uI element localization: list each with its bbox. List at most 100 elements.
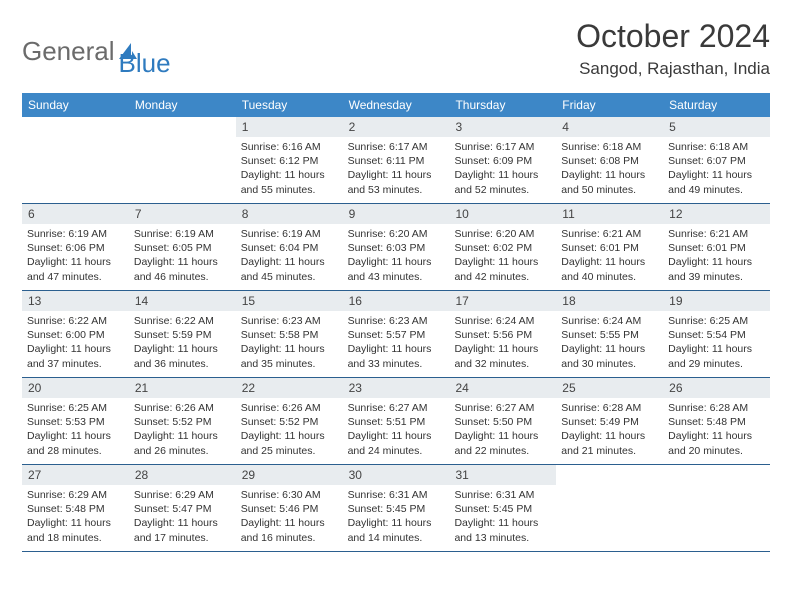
day-body: Sunrise: 6:25 AMSunset: 5:54 PMDaylight:… [663, 311, 770, 377]
day-body: Sunrise: 6:19 AMSunset: 6:05 PMDaylight:… [129, 224, 236, 290]
sunset-text: Sunset: 5:56 PM [454, 328, 551, 342]
day-number: 23 [343, 378, 450, 398]
day-body: Sunrise: 6:23 AMSunset: 5:58 PMDaylight:… [236, 311, 343, 377]
day-body: Sunrise: 6:22 AMSunset: 5:59 PMDaylight:… [129, 311, 236, 377]
day-cell: 4Sunrise: 6:18 AMSunset: 6:08 PMDaylight… [556, 117, 663, 203]
day-cell: 15Sunrise: 6:23 AMSunset: 5:58 PMDayligh… [236, 291, 343, 377]
sunrise-text: Sunrise: 6:24 AM [561, 314, 658, 328]
daylight-text: Daylight: 11 hours and 50 minutes. [561, 168, 658, 196]
day-cell: 14Sunrise: 6:22 AMSunset: 5:59 PMDayligh… [129, 291, 236, 377]
day-cell: 10Sunrise: 6:20 AMSunset: 6:02 PMDayligh… [449, 204, 556, 290]
sunrise-text: Sunrise: 6:31 AM [454, 488, 551, 502]
sunrise-text: Sunrise: 6:19 AM [241, 227, 338, 241]
sunrise-text: Sunrise: 6:18 AM [561, 140, 658, 154]
sunset-text: Sunset: 5:59 PM [134, 328, 231, 342]
daylight-text: Daylight: 11 hours and 37 minutes. [27, 342, 124, 370]
sunset-text: Sunset: 6:05 PM [134, 241, 231, 255]
sunset-text: Sunset: 6:03 PM [348, 241, 445, 255]
day-body: Sunrise: 6:30 AMSunset: 5:46 PMDaylight:… [236, 485, 343, 551]
sunrise-text: Sunrise: 6:23 AM [348, 314, 445, 328]
location: Sangod, Rajasthan, India [576, 59, 770, 79]
sunset-text: Sunset: 5:54 PM [668, 328, 765, 342]
sunset-text: Sunset: 6:02 PM [454, 241, 551, 255]
sunset-text: Sunset: 5:55 PM [561, 328, 658, 342]
day-body: Sunrise: 6:19 AMSunset: 6:04 PMDaylight:… [236, 224, 343, 290]
day-number: 27 [22, 465, 129, 485]
header: General Blue October 2024 Sangod, Rajast… [22, 18, 770, 79]
day-body: Sunrise: 6:23 AMSunset: 5:57 PMDaylight:… [343, 311, 450, 377]
sunrise-text: Sunrise: 6:22 AM [134, 314, 231, 328]
daylight-text: Daylight: 11 hours and 26 minutes. [134, 429, 231, 457]
day-cell: 31Sunrise: 6:31 AMSunset: 5:45 PMDayligh… [449, 465, 556, 551]
day-body: Sunrise: 6:20 AMSunset: 6:02 PMDaylight:… [449, 224, 556, 290]
sunset-text: Sunset: 5:58 PM [241, 328, 338, 342]
sunset-text: Sunset: 6:07 PM [668, 154, 765, 168]
day-cell: 20Sunrise: 6:25 AMSunset: 5:53 PMDayligh… [22, 378, 129, 464]
sunset-text: Sunset: 6:06 PM [27, 241, 124, 255]
sunset-text: Sunset: 6:01 PM [561, 241, 658, 255]
day-cell: 29Sunrise: 6:30 AMSunset: 5:46 PMDayligh… [236, 465, 343, 551]
day-cell: 1Sunrise: 6:16 AMSunset: 6:12 PMDaylight… [236, 117, 343, 203]
month-title: October 2024 [576, 18, 770, 55]
sunset-text: Sunset: 5:48 PM [27, 502, 124, 516]
day-number: 3 [449, 117, 556, 137]
sunset-text: Sunset: 5:57 PM [348, 328, 445, 342]
sunset-text: Sunset: 6:11 PM [348, 154, 445, 168]
day-number: 14 [129, 291, 236, 311]
day-number: 26 [663, 378, 770, 398]
logo-gray-text: General [22, 36, 115, 67]
day-number: 12 [663, 204, 770, 224]
sunrise-text: Sunrise: 6:20 AM [454, 227, 551, 241]
day-number: 6 [22, 204, 129, 224]
sunset-text: Sunset: 5:52 PM [134, 415, 231, 429]
day-body: Sunrise: 6:19 AMSunset: 6:06 PMDaylight:… [22, 224, 129, 290]
day-body: Sunrise: 6:18 AMSunset: 6:08 PMDaylight:… [556, 137, 663, 203]
day-number: 25 [556, 378, 663, 398]
sunset-text: Sunset: 5:45 PM [348, 502, 445, 516]
daylight-text: Daylight: 11 hours and 33 minutes. [348, 342, 445, 370]
day-number: 9 [343, 204, 450, 224]
sunset-text: Sunset: 6:01 PM [668, 241, 765, 255]
sunset-text: Sunset: 5:52 PM [241, 415, 338, 429]
day-cell: 23Sunrise: 6:27 AMSunset: 5:51 PMDayligh… [343, 378, 450, 464]
sunset-text: Sunset: 5:50 PM [454, 415, 551, 429]
daylight-text: Daylight: 11 hours and 24 minutes. [348, 429, 445, 457]
daylight-text: Daylight: 11 hours and 40 minutes. [561, 255, 658, 283]
day-body: Sunrise: 6:29 AMSunset: 5:47 PMDaylight:… [129, 485, 236, 551]
logo-blue-text: Blue [119, 48, 171, 79]
sunset-text: Sunset: 5:46 PM [241, 502, 338, 516]
daylight-text: Daylight: 11 hours and 45 minutes. [241, 255, 338, 283]
sunrise-text: Sunrise: 6:17 AM [348, 140, 445, 154]
sunrise-text: Sunrise: 6:19 AM [27, 227, 124, 241]
daylight-text: Daylight: 11 hours and 47 minutes. [27, 255, 124, 283]
sunset-text: Sunset: 6:04 PM [241, 241, 338, 255]
sunset-text: Sunset: 5:49 PM [561, 415, 658, 429]
daylight-text: Daylight: 11 hours and 17 minutes. [134, 516, 231, 544]
sunset-text: Sunset: 6:00 PM [27, 328, 124, 342]
day-header: Friday [556, 93, 663, 117]
day-cell: 26Sunrise: 6:28 AMSunset: 5:48 PMDayligh… [663, 378, 770, 464]
day-body: Sunrise: 6:26 AMSunset: 5:52 PMDaylight:… [129, 398, 236, 464]
day-number: 19 [663, 291, 770, 311]
day-cell: 19Sunrise: 6:25 AMSunset: 5:54 PMDayligh… [663, 291, 770, 377]
day-cell: 9Sunrise: 6:20 AMSunset: 6:03 PMDaylight… [343, 204, 450, 290]
day-cell: 7Sunrise: 6:19 AMSunset: 6:05 PMDaylight… [129, 204, 236, 290]
day-header: Saturday [663, 93, 770, 117]
day-cell: 13 Sunrise: 6:22 AMSunset: 6:00 PMDayligh… [22, 291, 129, 377]
day-body: Sunrise: 6:24 AMSunset: 5:56 PMDaylight:… [449, 311, 556, 377]
day-body: Sunrise: 6:25 AMSunset: 5:53 PMDaylight:… [22, 398, 129, 464]
day-cell: 3Sunrise: 6:17 AMSunset: 6:09 PMDaylight… [449, 117, 556, 203]
daylight-text: Daylight: 11 hours and 49 minutes. [668, 168, 765, 196]
sunrise-text: Sunrise: 6:17 AM [454, 140, 551, 154]
sunrise-text: Sunrise: 6:26 AM [134, 401, 231, 415]
sunrise-text: Sunrise: 6:28 AM [668, 401, 765, 415]
day-number: 4 [556, 117, 663, 137]
week-row: 1Sunrise: 6:16 AMSunset: 6:12 PMDaylight… [22, 117, 770, 204]
day-cell: 18Sunrise: 6:24 AMSunset: 5:55 PMDayligh… [556, 291, 663, 377]
day-body: Sunrise: 6:28 AMSunset: 5:48 PMDaylight:… [663, 398, 770, 464]
day-body: Sunrise: 6:27 AMSunset: 5:50 PMDaylight:… [449, 398, 556, 464]
sunrise-text: Sunrise: 6:22 AM [27, 314, 124, 328]
day-number: 11 [556, 204, 663, 224]
sunset-text: Sunset: 6:12 PM [241, 154, 338, 168]
day-number: 13 [22, 291, 129, 311]
